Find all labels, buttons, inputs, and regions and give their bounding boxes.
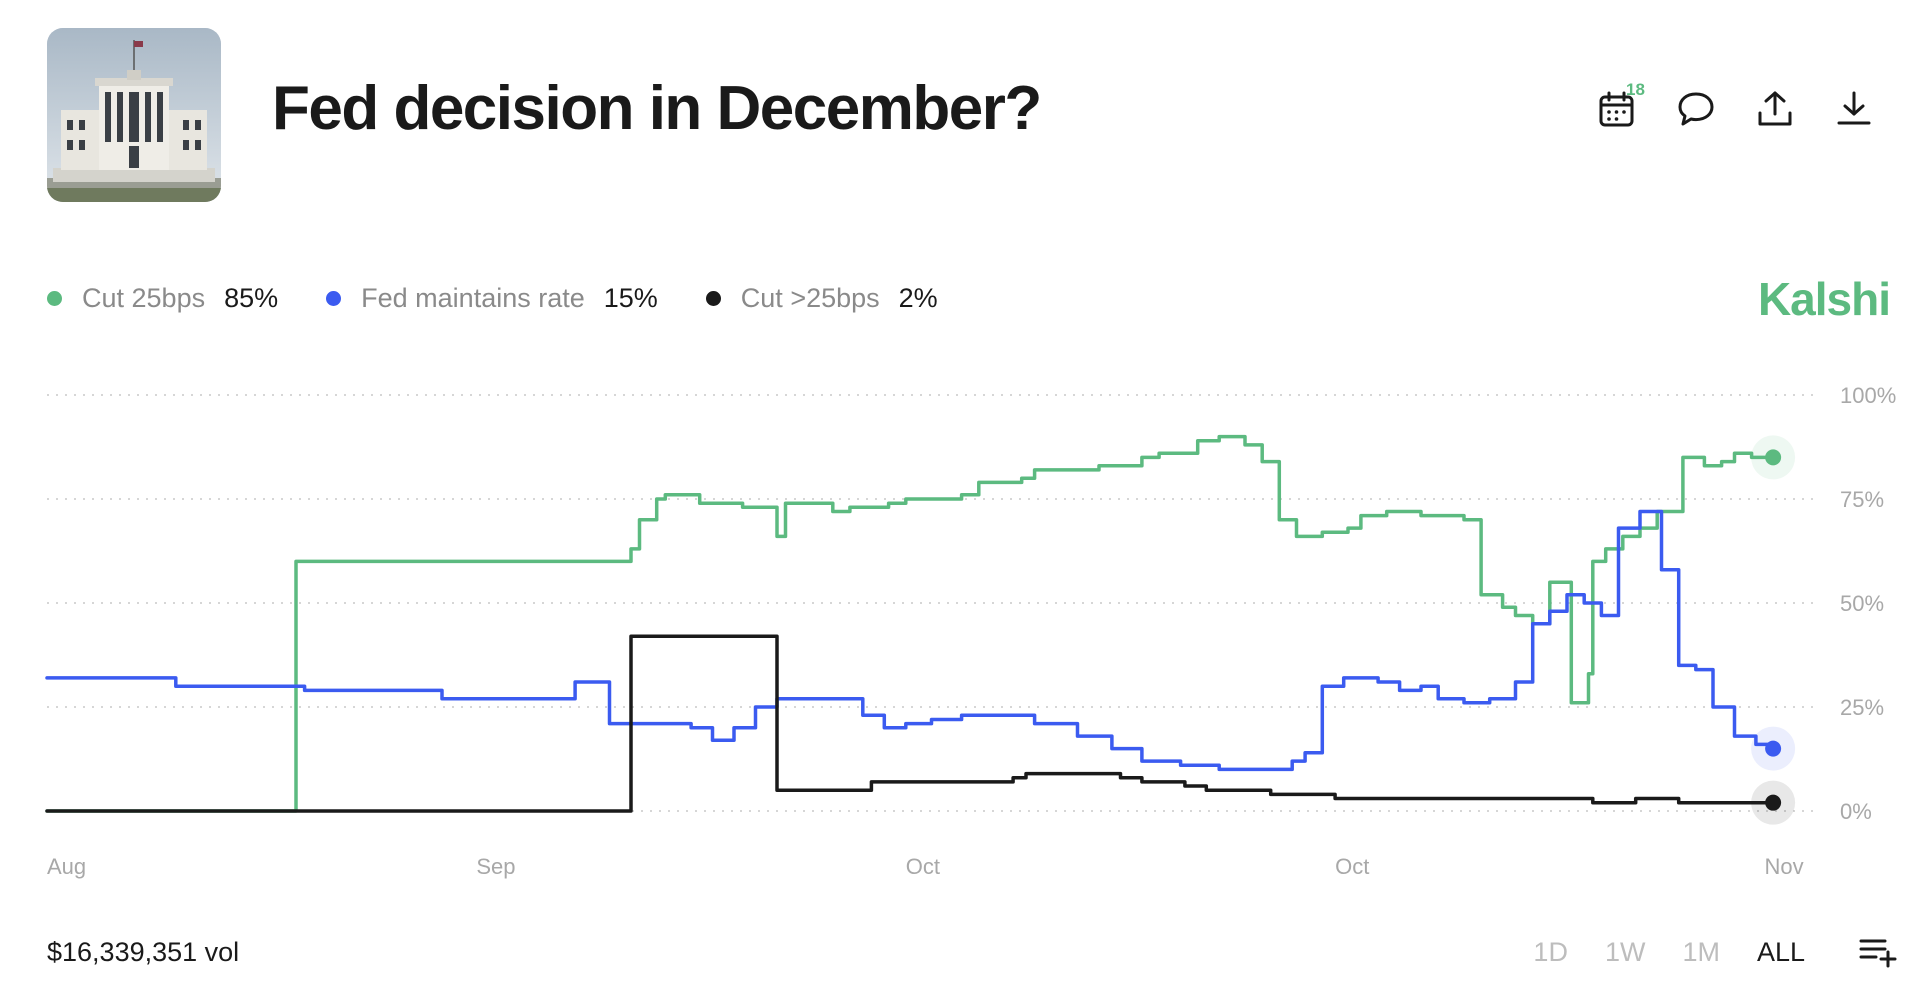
download-icon (1837, 91, 1871, 125)
share-button[interactable] (1754, 88, 1796, 130)
calendar-badge: 18 (1626, 80, 1645, 99)
x-tick-label: Oct (1335, 854, 1369, 879)
y-tick-label: 50% (1840, 591, 1884, 616)
legend-item-fed-maintains-rate[interactable]: Fed maintains rate 15% (326, 283, 658, 314)
series-line (45, 434, 1775, 813)
volume-label: $16,339,351 vol (47, 937, 240, 967)
y-tick-label: 100% (1840, 383, 1896, 408)
price-history-chart[interactable]: 100% 75% 50% 25% 0% Aug Sep Oct Oct Nov (0, 370, 1920, 890)
range-1m-button[interactable]: 1M (1682, 937, 1720, 967)
legend-dot (705, 291, 721, 306)
range-1w-button[interactable]: 1W (1604, 937, 1646, 967)
download-button[interactable] (1833, 88, 1875, 130)
market-thumbnail (47, 28, 221, 202)
kalshi-logo: Kalshi (1757, 273, 1891, 325)
series-end-point (1765, 794, 1782, 811)
y-tick-label: 0% (1840, 799, 1872, 824)
y-tick-label: 25% (1840, 695, 1884, 720)
legend-item-cut-over-25bps[interactable]: Cut >25bps 2% (705, 283, 938, 314)
legend-item-cut-25bps[interactable]: Cut 25bps 85% (47, 283, 278, 314)
range-1d-button[interactable]: 1D (1533, 937, 1568, 967)
series-end-point (1765, 449, 1782, 466)
x-tick-label: Aug (47, 854, 86, 879)
comment-icon (1678, 92, 1714, 126)
federal-reserve-building-photo (47, 28, 221, 202)
x-tick-label: Sep (476, 854, 515, 879)
time-range-selector: 1D 1W 1M ALL (1533, 937, 1805, 968)
legend-value: 2% (898, 283, 938, 313)
page-title: Fed decision in December? (272, 74, 1042, 143)
x-tick-label: Oct (906, 854, 940, 879)
calendar-button[interactable]: 18 (1596, 80, 1645, 130)
header-actions: 18 (1596, 80, 1875, 130)
legend-dot (326, 291, 342, 306)
legend-value: 85% (224, 283, 279, 313)
series-line (45, 509, 1775, 772)
series-end-point (1765, 740, 1782, 757)
x-tick-label: Nov (1765, 854, 1804, 879)
legend-dot (47, 291, 62, 306)
y-tick-label: 75% (1840, 487, 1884, 512)
legend-name: Cut 25bps (82, 283, 206, 313)
calendar-icon (1599, 91, 1634, 127)
legend-name: Cut >25bps (740, 283, 880, 313)
legend-name: Fed maintains rate (361, 283, 585, 313)
share-icon (1758, 91, 1792, 126)
chart-legend: Cut 25bps 85% Fed maintains rate 15% Cut… (47, 283, 938, 314)
legend-value: 15% (603, 283, 658, 313)
comment-button[interactable] (1675, 88, 1717, 130)
range-all-button[interactable]: ALL (1756, 937, 1805, 967)
series-line (45, 634, 1775, 813)
list-add-icon[interactable] (1858, 934, 1898, 968)
